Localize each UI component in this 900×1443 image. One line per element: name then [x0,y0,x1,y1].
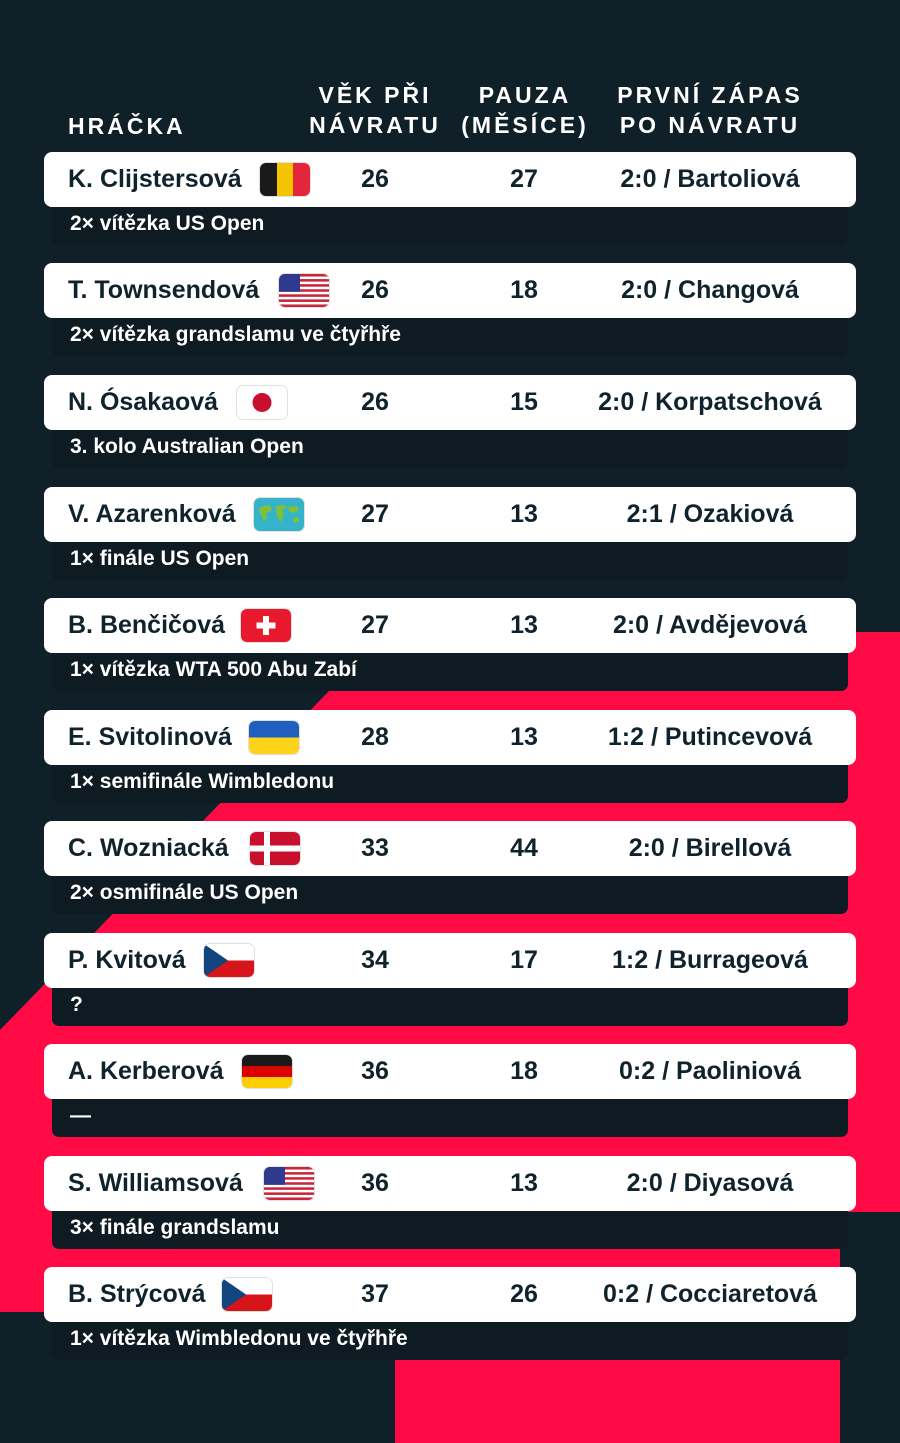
pause-value: 18 [510,276,538,304]
age-value: 28 [361,723,389,751]
pause-value: 18 [510,1057,538,1085]
player-name: E. Svitolinová [68,723,232,751]
first-match-value: 1:2 / Putincevová [607,723,813,751]
ukraine-flag-icon [249,721,299,754]
first-match-value: 2:0 / Korpatschová [598,388,822,416]
player-name: A. Kerberová [68,1057,224,1085]
usa-flag-icon [264,1167,314,1200]
age-value: 37 [361,1280,389,1308]
age-value: 27 [361,500,389,528]
denmark-flag-icon [250,832,300,865]
age-value: 26 [361,388,389,416]
first-match-value: 0:2 / Cocciaretová [603,1280,817,1308]
player-name: S. Williamsová [68,1169,243,1197]
player-card: E. Svitolinová 28 13 1:2 / Putincevová [44,710,856,765]
age-value: 33 [361,834,389,862]
table-row: E. Svitolinová 28 13 1:2 / Putincevová 1… [0,710,900,810]
table-row: C. Wozniacká 33 44 2:0 / Birellová 2× os… [0,821,900,921]
pause-value: 17 [510,946,538,974]
table-row: T. Townsendová 26 18 2:0 / Changová 2× v… [0,263,900,363]
table-row: B. Strýcová 37 26 0:2 / Cocciaretová 1× … [0,1267,900,1367]
pause-value: 15 [510,388,538,416]
header-first-match: PRVNÍ ZÁPAS PO NÁVRATU [617,82,803,138]
table-row: P. Kvitová 34 17 1:2 / Burrageová ? [0,933,900,1033]
player-card: T. Townsendová 26 18 2:0 / Changová [44,263,856,318]
player-card: P. Kvitová 34 17 1:2 / Burrageová [44,933,856,988]
first-match-value: 1:2 / Burrageová [612,946,808,974]
player-card: B. Strýcová 37 26 0:2 / Cocciaretová [44,1267,856,1322]
player-card: B. Benčičová 27 13 2:0 / Avdějevová [44,598,856,653]
header-pause-months: PAUZA (MĚSÍCE) [461,82,589,138]
world-map-flag-icon [254,498,304,531]
pause-value: 13 [510,500,538,528]
player-card: N. Ósakaová 26 15 2:0 / Korpatschová [44,375,856,430]
first-match-value: 2:0 / Birellová [628,834,792,862]
player-card: K. Clijstersová 26 27 2:0 / Bartoliová [44,152,856,207]
player-card: A. Kerberová 36 18 0:2 / Paoliniová [44,1044,856,1099]
czechia-flag-icon [204,944,254,977]
belgium-flag-icon [260,163,310,196]
first-match-value: 0:2 / Paoliniová [618,1057,801,1085]
table-row: N. Ósakaová 26 15 2:0 / Korpatschová 3. … [0,375,900,475]
player-card: V. Azarenková 27 13 2:1 / Ozakiová [44,487,856,542]
first-match-value: 2:0 / Bartoliová [620,165,800,193]
player-card: S. Williamsová 36 13 2:0 / Diyasová [44,1156,856,1211]
age-value: 34 [361,946,389,974]
player-name: B. Benčičová [68,611,226,639]
first-match-value: 2:0 / Diyasová [626,1169,794,1197]
player-card: C. Wozniacká 33 44 2:0 / Birellová [44,821,856,876]
player-name: V. Azarenková [68,500,236,528]
age-value: 27 [361,611,389,639]
pause-value: 13 [510,723,538,751]
player-name: B. Strýcová [68,1280,206,1308]
pause-value: 26 [510,1280,538,1308]
player-name: C. Wozniacká [68,834,229,862]
header-player: HRÁČKA [68,113,186,139]
player-name: T. Townsendová [68,276,260,304]
first-match-value: 2:1 / Ozakiová [626,500,794,528]
table-row: B. Benčičová 27 13 2:0 / Avdějevová 1× v… [0,598,900,698]
first-match-value: 2:0 / Changová [621,276,799,304]
player-name: N. Ósakaová [68,388,219,416]
player-name: P. Kvitová [68,946,186,974]
age-value: 26 [361,165,389,193]
pause-value: 13 [510,611,538,639]
pause-value: 44 [510,834,538,862]
table-row: A. Kerberová 36 18 0:2 / Paoliniová — [0,1044,900,1144]
usa-flag-icon [279,274,329,307]
germany-flag-icon [242,1055,292,1088]
pause-value: 27 [510,165,538,193]
switzerland-flag-icon [241,609,291,642]
header-age-at-return: VĚK PŘI NÁVRATU [309,82,441,138]
age-value: 36 [361,1057,389,1085]
age-value: 36 [361,1169,389,1197]
table-row: S. Williamsová 36 13 2:0 / Diyasová 3× f… [0,1156,900,1256]
pause-value: 13 [510,1169,538,1197]
player-name: K. Clijstersová [68,165,242,193]
table-row: K. Clijstersová 26 27 2:0 / Bartoliová 2… [0,152,900,252]
japan-flag-icon [237,386,287,419]
czechia-flag-icon [222,1278,272,1311]
first-match-value: 2:0 / Avdějevová [612,611,808,639]
table-row: V. Azarenková 27 13 2:1 / Ozakiová 1× fi… [0,487,900,587]
age-value: 26 [361,276,389,304]
